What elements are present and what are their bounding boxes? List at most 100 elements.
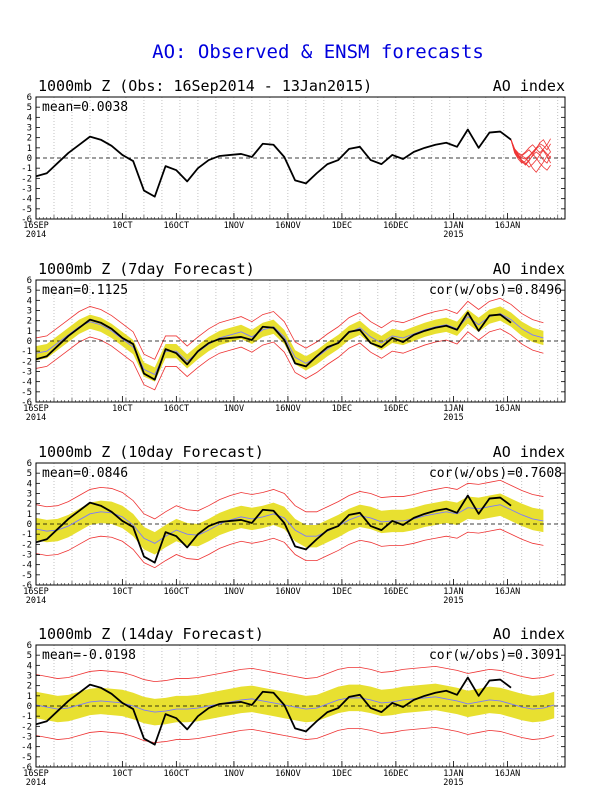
y-tick-label: -3 [21,733,32,743]
observed-line [36,494,512,564]
ensemble-min-line [36,328,544,391]
x-tick-label: 1DEC [332,221,352,231]
y-tick-label: -3 [21,551,32,561]
ensemble-max-line [36,297,544,360]
y-tick-label: 2 [27,682,32,692]
x-tick-label: 1JAN [443,769,463,779]
y-tick-label: 0 [27,520,32,530]
x-tick-label: 1JAN [443,404,463,414]
y-tick-label: -4 [21,195,32,205]
x-tick-label: 16SEP [23,587,49,597]
y-tick-label: 4 [27,479,32,489]
y-tick-label: 3 [27,124,32,134]
observed-line [36,676,512,746]
x-tick-label: 1DEC [332,404,352,414]
x-tick-year: 2015 [443,230,463,240]
y-tick-label: 0 [27,337,32,347]
x-tick-label: 16JAN [495,769,521,779]
panel-1: 1000mb Z (Obs: 16Sep2014 - 13Jan2015) AO … [21,77,566,240]
y-tick-label: 6 [27,641,32,651]
y-tick-label: 2 [27,134,32,144]
plot-area [36,280,565,402]
cor-label: cor(w/obs)=0.8496 [429,283,562,298]
panel-right-label: AO index [493,443,565,461]
ensemble-member-line [510,139,551,164]
ensemble-member-line [510,139,551,171]
main-title: AO: Observed & ENSM forecasts [152,41,484,63]
y-tick-label: -6 [21,763,32,773]
panels: 1000mb Z (Obs: 16Sep2014 - 13Jan2015) AO … [21,77,566,788]
x-tick-label: 1DEC [332,587,352,597]
mean-label: mean=0.1125 [42,283,128,298]
mean-label: mean=0.0846 [42,466,128,481]
y-tick-label: 5 [27,651,32,661]
panel-title: 1000mb Z (7day Forecast) [38,260,255,278]
panel-title: 1000mb Z (14day Forecast) [38,625,264,643]
y-tick-label: 0 [27,702,32,712]
observed-line [36,311,512,381]
panel-title: 1000mb Z (Obs: 16Sep2014 - 13Jan2015) [38,77,372,95]
x-tick-year: 2014 [26,596,46,606]
x-tick-label: 16NOV [275,769,301,779]
y-tick-label: -1 [21,347,32,357]
y-tick-label: -1 [21,164,32,174]
x-tick-label: 16DEC [383,221,409,231]
x-tick-label: 16NOV [275,221,301,231]
x-tick-label: 16DEC [383,769,409,779]
y-tick-label: -5 [21,388,32,398]
x-tick-year: 2015 [443,413,463,423]
y-tick-label: -6 [21,581,32,591]
x-tick-year: 2014 [26,413,46,423]
y-tick-label: 5 [27,286,32,296]
y-tick-label: -4 [21,561,32,571]
ensemble-max-line [36,665,555,683]
y-tick-label: -2 [21,174,32,184]
observed-line [36,128,512,198]
ensemble-min-line [36,528,544,569]
y-tick-label: 5 [27,103,32,113]
x-tick-label: 16OCT [164,769,190,779]
cor-label: cor(w/obs)=0.7608 [429,466,562,481]
ensemble-mean-line [36,504,544,544]
x-tick-label: 10CT [112,587,132,597]
y-tick-label: 3 [27,490,32,500]
x-tick-label: 16SEP [23,769,49,779]
x-tick-label: 1NOV [224,221,244,231]
x-tick-label: 1NOV [224,587,244,597]
x-tick-label: 16JAN [495,221,521,231]
x-tick-year: 2014 [26,230,46,240]
panel-right-label: AO index [493,77,565,95]
ensemble-member-line [510,139,551,166]
x-tick-label: 16OCT [164,221,190,231]
y-tick-label: 4 [27,113,32,123]
y-tick-label: 3 [27,672,32,682]
mean-label: mean=-0.0198 [42,648,136,663]
x-tick-label: 16JAN [495,404,521,414]
cor-label: cor(w/obs)=0.3091 [429,648,562,663]
y-tick-label: 1 [27,144,32,154]
y-tick-label: 1 [27,327,32,337]
y-tick-label: -5 [21,205,32,215]
x-tick-label: 1NOV [224,769,244,779]
x-tick-label: 10CT [112,404,132,414]
panel-2: 1000mb Z (7day Forecast) AO index -6-5-4-3… [21,260,566,423]
y-tick-label: 5 [27,469,32,479]
y-tick-label: -1 [21,712,32,722]
y-tick-label: 3 [27,307,32,317]
y-tick-label: 6 [27,93,32,103]
y-tick-label: 2 [27,317,32,327]
panel-right-label: AO index [493,260,565,278]
y-tick-label: 4 [27,296,32,306]
y-tick-label: -1 [21,530,32,540]
x-tick-label: 1NOV [224,404,244,414]
x-tick-label: 10CT [112,221,132,231]
ensemble-min-line [36,726,555,744]
y-tick-label: 4 [27,661,32,671]
ensemble-max-line [36,479,544,520]
y-tick-label: -2 [21,357,32,367]
y-tick-label: 2 [27,500,32,510]
x-tick-label: 16NOV [275,404,301,414]
y-tick-label: -2 [21,722,32,732]
panel-title: 1000mb Z (10day Forecast) [38,443,264,461]
